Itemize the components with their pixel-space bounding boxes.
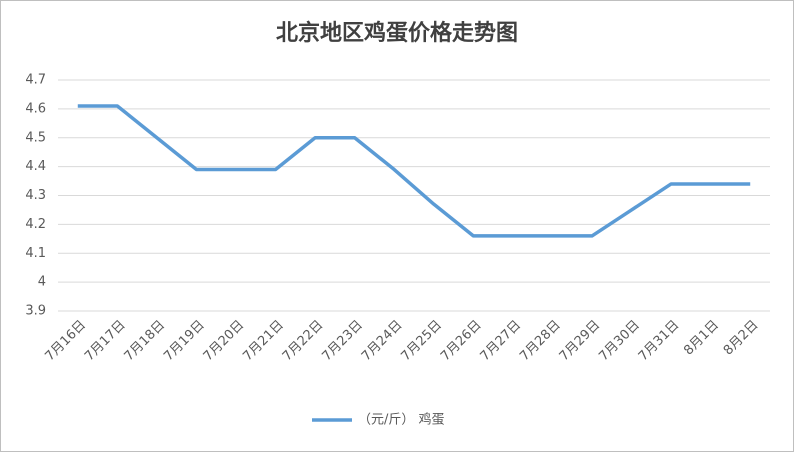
y-tick-label: 4.5 [25, 130, 46, 145]
y-tick-label: 4.2 [25, 217, 46, 232]
y-tick-label: 4 [38, 275, 46, 290]
legend-label: （元/斤） 鸡蛋 [358, 412, 445, 428]
y-tick-label: 4.3 [25, 188, 46, 203]
y-tick-label: 4.6 [25, 101, 46, 116]
y-tick-label: 4.7 [25, 73, 46, 88]
y-tick-label: 4.4 [25, 159, 46, 174]
y-tick-label: 4.1 [25, 246, 46, 261]
line-series [77, 104, 751, 238]
chart-title: 北京地区鸡蛋价格走势图 [276, 20, 518, 46]
y-tick-label: 3.9 [25, 304, 46, 319]
